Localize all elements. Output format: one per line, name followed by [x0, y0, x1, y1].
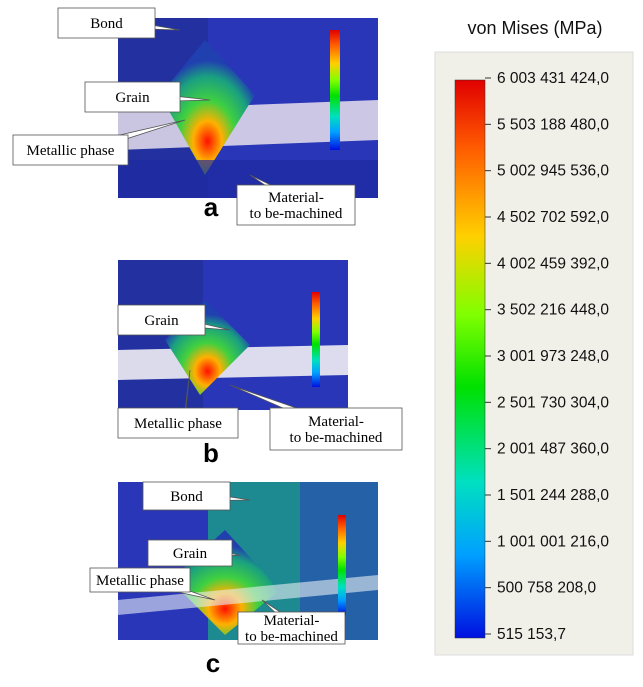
panel-letter: b — [203, 438, 219, 468]
legend-label: 515 153,7 — [497, 626, 566, 643]
legend-label: 5 503 188 480,0 — [497, 116, 609, 133]
color-bar — [455, 80, 485, 638]
callout-text: Metallic phase — [134, 416, 222, 432]
callout-text: Grain — [115, 90, 150, 106]
callout-text: to be-machined — [245, 629, 338, 645]
panel-letter: c — [206, 648, 220, 678]
legend-label: 2 501 730 304,0 — [497, 394, 609, 411]
callout-text: Material- — [308, 414, 364, 430]
legend-label: 4 502 702 592,0 — [497, 209, 609, 226]
callout-text: Material- — [268, 190, 324, 206]
legend-title: von Mises (MPa) — [467, 18, 602, 38]
callout-text: to be-machined — [290, 430, 383, 446]
callout-text: Metallic phase — [96, 573, 184, 589]
panel-letter: a — [204, 192, 219, 222]
legend-label: 4 002 459 392,0 — [497, 255, 609, 272]
legend-label: 3 502 216 448,0 — [497, 302, 609, 319]
legend-label: 6 003 431 424,0 — [497, 70, 609, 87]
callout-text: Material- — [264, 613, 320, 629]
legend-label: 1 501 244 288,0 — [497, 487, 609, 504]
figure: a Bond Grain Metallic phase Material-to be-m… — [0, 0, 643, 687]
callout-text: Bond — [170, 489, 203, 505]
callout-text: Bond — [90, 16, 123, 32]
legend-label: 5 002 945 536,0 — [497, 163, 609, 180]
callout-text: to be-machined — [250, 206, 343, 222]
legend-label: 2 001 487 360,0 — [497, 441, 609, 458]
legend-label: 3 001 973 248,0 — [497, 348, 609, 365]
figure-canvas: a Bond Grain Metallic phase Material-to be-m… — [0, 0, 643, 687]
callout-text: Grain — [173, 546, 208, 562]
callout-text: Metallic phase — [27, 143, 115, 159]
callout-text: Grain — [144, 313, 179, 329]
legend-label: 500 758 208,0 — [497, 580, 597, 597]
legend-label: 1 001 001 216,0 — [497, 533, 609, 550]
